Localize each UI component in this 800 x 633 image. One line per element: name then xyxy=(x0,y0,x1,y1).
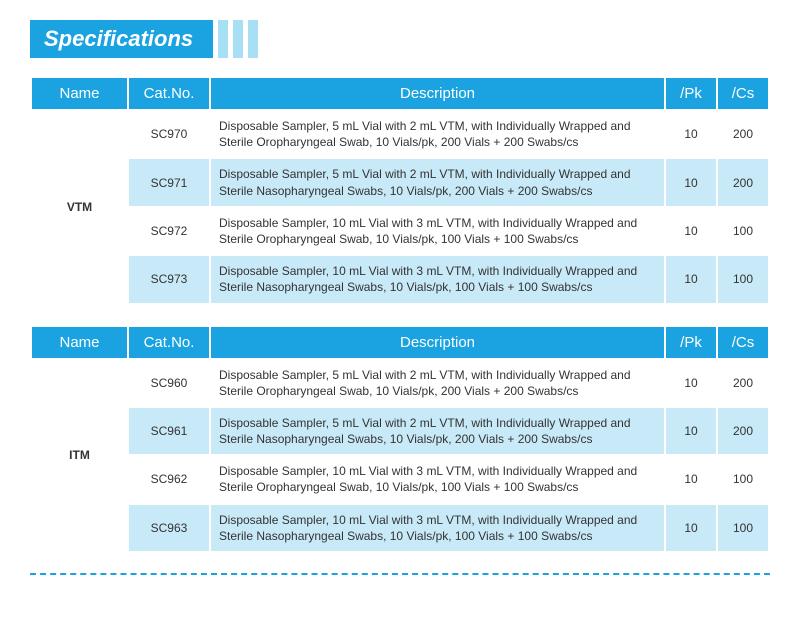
cs-cell: 100 xyxy=(718,456,768,502)
cat-cell: SC972 xyxy=(129,208,209,254)
table-row: ITM SC960 Disposable Sampler, 5 mL Vial … xyxy=(32,360,768,406)
pk-cell: 10 xyxy=(666,360,716,406)
desc-cell: Disposable Sampler, 5 mL Vial with 2 mL … xyxy=(211,408,664,454)
desc-cell: Disposable Sampler, 10 mL Vial with 3 mL… xyxy=(211,208,664,254)
col-header-cat: Cat.No. xyxy=(129,327,209,358)
table-row: SC973 Disposable Sampler, 10 mL Vial wit… xyxy=(32,256,768,302)
cat-cell: SC962 xyxy=(129,456,209,502)
cat-cell: SC970 xyxy=(129,111,209,157)
col-header-desc: Description xyxy=(211,78,664,109)
col-header-pk: /Pk xyxy=(666,327,716,358)
pk-cell: 10 xyxy=(666,456,716,502)
table-row: SC972 Disposable Sampler, 10 mL Vial wit… xyxy=(32,208,768,254)
col-header-name: Name xyxy=(32,327,127,358)
specifications-title: Specifications xyxy=(30,20,213,58)
table-row: VTM SC970 Disposable Sampler, 5 mL Vial … xyxy=(32,111,768,157)
cs-cell: 100 xyxy=(718,505,768,551)
col-header-cs: /Cs xyxy=(718,327,768,358)
cat-cell: SC971 xyxy=(129,159,209,205)
col-header-cat: Cat.No. xyxy=(129,78,209,109)
pk-cell: 10 xyxy=(666,408,716,454)
group-name-cell: VTM xyxy=(32,111,127,303)
desc-cell: Disposable Sampler, 5 mL Vial with 2 mL … xyxy=(211,111,664,157)
cs-cell: 100 xyxy=(718,208,768,254)
table-header-row: Name Cat.No. Description /Pk /Cs xyxy=(32,327,768,358)
header-accent-bars xyxy=(218,20,258,58)
specifications-header: Specifications xyxy=(30,20,770,58)
spec-table-itm: Name Cat.No. Description /Pk /Cs ITM SC9… xyxy=(30,325,770,554)
col-header-pk: /Pk xyxy=(666,78,716,109)
desc-cell: Disposable Sampler, 5 mL Vial with 2 mL … xyxy=(211,159,664,205)
dashed-divider xyxy=(30,573,770,575)
cat-cell: SC973 xyxy=(129,256,209,302)
pk-cell: 10 xyxy=(666,208,716,254)
col-header-desc: Description xyxy=(211,327,664,358)
desc-cell: Disposable Sampler, 10 mL Vial with 3 mL… xyxy=(211,456,664,502)
desc-cell: Disposable Sampler, 10 mL Vial with 3 mL… xyxy=(211,505,664,551)
cat-cell: SC963 xyxy=(129,505,209,551)
accent-bar xyxy=(248,20,258,58)
cs-cell: 200 xyxy=(718,360,768,406)
cs-cell: 200 xyxy=(718,408,768,454)
spec-table-vtm: Name Cat.No. Description /Pk /Cs VTM SC9… xyxy=(30,76,770,305)
table-row: SC971 Disposable Sampler, 5 mL Vial with… xyxy=(32,159,768,205)
desc-cell: Disposable Sampler, 10 mL Vial with 3 mL… xyxy=(211,256,664,302)
pk-cell: 10 xyxy=(666,505,716,551)
cs-cell: 200 xyxy=(718,159,768,205)
accent-bar xyxy=(233,20,243,58)
cs-cell: 200 xyxy=(718,111,768,157)
table-header-row: Name Cat.No. Description /Pk /Cs xyxy=(32,78,768,109)
pk-cell: 10 xyxy=(666,256,716,302)
table-row: SC963 Disposable Sampler, 10 mL Vial wit… xyxy=(32,505,768,551)
col-header-name: Name xyxy=(32,78,127,109)
table-row: SC961 Disposable Sampler, 5 mL Vial with… xyxy=(32,408,768,454)
accent-bar xyxy=(218,20,228,58)
col-header-cs: /Cs xyxy=(718,78,768,109)
cat-cell: SC960 xyxy=(129,360,209,406)
pk-cell: 10 xyxy=(666,111,716,157)
desc-cell: Disposable Sampler, 5 mL Vial with 2 mL … xyxy=(211,360,664,406)
pk-cell: 10 xyxy=(666,159,716,205)
table-row: SC962 Disposable Sampler, 10 mL Vial wit… xyxy=(32,456,768,502)
cs-cell: 100 xyxy=(718,256,768,302)
group-name-cell: ITM xyxy=(32,360,127,552)
cat-cell: SC961 xyxy=(129,408,209,454)
